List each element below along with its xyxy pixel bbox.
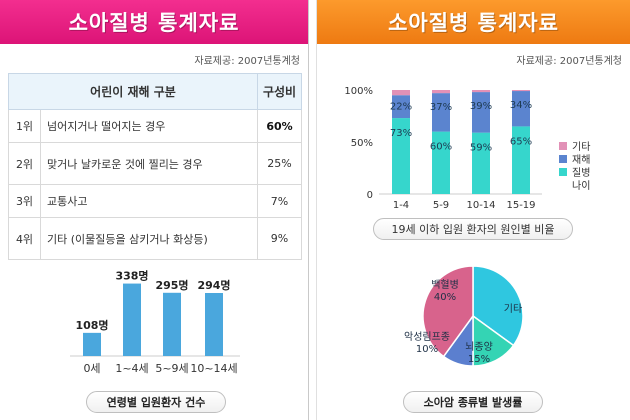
segment-label: 60% xyxy=(430,142,452,153)
pie-slice-value: 40% xyxy=(434,292,456,303)
segment-label: 37% xyxy=(430,102,452,113)
legend-swatch xyxy=(559,168,567,176)
bar xyxy=(205,293,223,356)
table-row: 4위 기타 (이물질등을 삼키거나 화상등) 9% xyxy=(8,217,302,260)
age-chart-caption: 연령별 입원환자 건수 xyxy=(86,391,226,413)
stack-segment xyxy=(472,132,490,194)
y-tick-label: 0 xyxy=(367,190,373,201)
table-ratio: 9% xyxy=(257,217,302,260)
legend-label: 기타 xyxy=(572,141,590,153)
table-label: 맞거나 날카로운 것에 찔리는 경우 xyxy=(40,142,258,185)
table-ratio: 60% xyxy=(257,109,302,143)
stack-segment xyxy=(512,91,530,127)
stack-segment xyxy=(432,131,450,194)
legend-swatch xyxy=(559,142,567,150)
left-panel: 소아질병 통계자료 자료제공: 2007년통계청 어린이 재해 구분 구성비 1… xyxy=(0,0,309,420)
pie-slice xyxy=(422,265,474,358)
child-hazard-table: 어린이 재해 구분 구성비 1위 넘어지거나 떨어지는 경우 60% 2위 맞거… xyxy=(8,73,302,260)
bar xyxy=(123,283,141,356)
legend-label: 재해 xyxy=(572,153,590,166)
stack-segment xyxy=(512,90,530,92)
table-row: 1위 넘어지거나 떨어지는 경우 60% xyxy=(8,109,302,143)
x-tick-label: 5~9세 xyxy=(155,362,188,375)
table-ratio: 25% xyxy=(257,142,302,185)
x-tick-label: 5-9 xyxy=(433,200,449,211)
age-bar-chart: 108명 0세 338명 1~4세 295명 5~9세 294명 10~14세 xyxy=(70,269,240,375)
pie-slice-label: 백혈병 xyxy=(431,278,459,291)
table-rank: 2위 xyxy=(8,142,41,185)
y-tick-label: 100% xyxy=(344,86,373,97)
bar xyxy=(83,332,101,356)
segment-label: 59% xyxy=(470,143,492,154)
stack-segment xyxy=(432,90,450,94)
segment-label: 39% xyxy=(470,101,492,112)
x-tick-label: 1~4세 xyxy=(115,362,148,375)
table-label: 교통사고 xyxy=(40,184,258,218)
bar-value-label: 294명 xyxy=(197,278,230,292)
legend-label: 질병 xyxy=(572,167,590,179)
bar-value-label: 295명 xyxy=(155,278,188,292)
pie-slice xyxy=(472,265,524,347)
segment-label: 65% xyxy=(510,136,532,147)
x-tick-label: 0세 xyxy=(83,362,100,375)
segment-label: 34% xyxy=(510,100,532,111)
right-banner-title: 소아질병 통계자료 xyxy=(317,0,630,44)
legend-swatch xyxy=(559,155,567,163)
pie-slice-label: 악성림프종 xyxy=(404,331,450,343)
stack-segment xyxy=(432,93,450,132)
y-tick-label: 50% xyxy=(351,138,373,149)
x-tick-label: 1-4 xyxy=(393,200,409,211)
segment-label: 22% xyxy=(390,102,412,113)
stack-segment xyxy=(472,92,490,133)
pie-slice-value: 15% xyxy=(468,354,490,365)
stack-segment xyxy=(472,90,490,93)
pie-slice-label: 뇌종양 xyxy=(465,341,493,353)
table-ratio: 7% xyxy=(257,184,302,218)
stack-segment xyxy=(512,126,530,194)
segment-label: 73% xyxy=(390,128,412,139)
stack-segment xyxy=(392,90,410,96)
left-banner-title: 소아질병 통계자료 xyxy=(0,0,308,44)
right-source-note: 자료제공: 2007년통계청 xyxy=(516,56,622,67)
table-header-ratio: 구성비 xyxy=(257,73,302,110)
table-label: 넘어지거나 떨어지는 경우 xyxy=(40,109,258,143)
left-source-note: 자료제공: 2007년통계청 xyxy=(194,56,300,67)
stack-segment xyxy=(392,118,410,194)
x-tick-label: 15-19 xyxy=(506,200,535,211)
table-rank: 3위 xyxy=(8,184,41,218)
cause-stacked-chart: 0 50% 100% 73% 22% 1-4 60% 37% 5-9 59% 39% 10-14 65%… xyxy=(344,86,590,211)
x-tick-label: 10~14세 xyxy=(190,362,237,375)
right-panel: 소아질병 통계자료 자료제공: 2007년통계청 0 50% 100% 73% 22% 1… xyxy=(316,0,630,420)
table-rank: 1위 xyxy=(8,109,41,143)
table-label: 기타 (이물질등을 삼키거나 화상등) xyxy=(40,217,258,260)
table-row: 2위 맞거나 날카로운 것에 찔리는 경우 25% xyxy=(8,142,302,185)
table-header-category: 어린이 재해 구분 xyxy=(8,73,258,110)
bar xyxy=(163,292,181,356)
table-row: 3위 교통사고 7% xyxy=(8,184,302,218)
pie-chart-caption: 소아암 종류별 발생률 xyxy=(403,391,543,413)
pie-slice-label: 기타 xyxy=(504,303,522,315)
x-tick-label: 10-14 xyxy=(466,200,495,211)
bar-value-label: 108명 xyxy=(75,318,108,332)
table-rank: 4위 xyxy=(8,217,41,260)
legend-title: 나이 xyxy=(572,180,590,192)
cause-chart-caption: 19세 이하 입원 환자의 원인별 비율 xyxy=(373,218,573,240)
pie-slice-value: 10% xyxy=(416,344,438,355)
stack-segment xyxy=(392,95,410,119)
bar-value-label: 338명 xyxy=(115,269,148,283)
